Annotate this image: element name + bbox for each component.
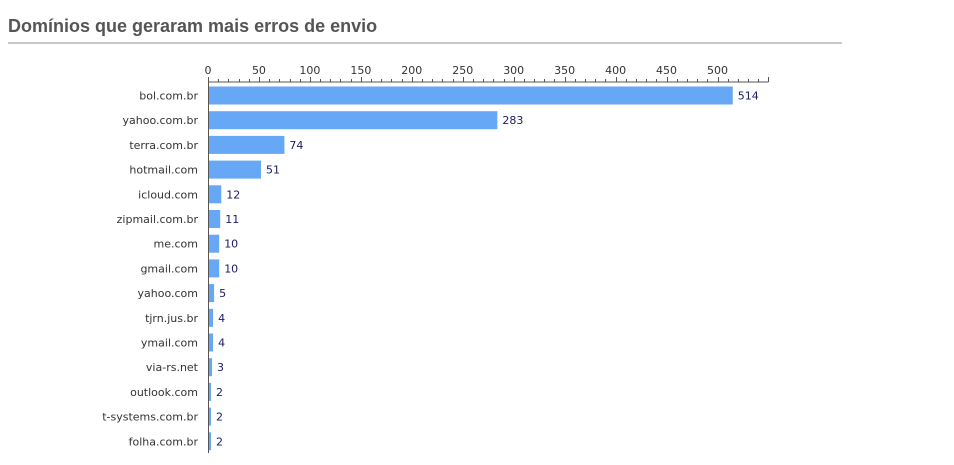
category-label: zipmail.com.br bbox=[117, 213, 199, 226]
data-label: 2 bbox=[216, 411, 223, 424]
data-label: 2 bbox=[216, 435, 223, 448]
x-tick-label: 0 bbox=[205, 64, 212, 77]
bar bbox=[209, 284, 215, 303]
bar bbox=[209, 333, 214, 352]
data-label: 10 bbox=[224, 262, 238, 275]
x-tick-label: 100 bbox=[299, 64, 320, 77]
category-label: yahoo.com.br bbox=[123, 114, 199, 127]
x-tick-label: 200 bbox=[401, 64, 422, 77]
bar bbox=[209, 308, 214, 327]
bar bbox=[209, 358, 213, 377]
x-tick-label: 500 bbox=[707, 64, 728, 77]
bar bbox=[209, 111, 498, 130]
data-label: 2 bbox=[216, 386, 223, 399]
category-label: hotmail.com bbox=[129, 164, 198, 177]
x-tick-label: 350 bbox=[554, 64, 575, 77]
category-label: outlook.com bbox=[130, 386, 198, 399]
data-label: 11 bbox=[225, 213, 239, 226]
x-tick-label: 150 bbox=[350, 64, 371, 77]
data-label: 51 bbox=[266, 164, 280, 177]
page-title: Domínios que geraram mais erros de envio bbox=[8, 16, 378, 36]
data-label: 3 bbox=[217, 361, 224, 374]
x-tick-label: 400 bbox=[605, 64, 626, 77]
category-label: terra.com.br bbox=[129, 139, 198, 152]
bar bbox=[209, 259, 220, 278]
data-label: 4 bbox=[218, 312, 225, 325]
data-label: 4 bbox=[218, 337, 225, 350]
category-label: tjrn.jus.br bbox=[145, 312, 198, 325]
x-tick-label: 50 bbox=[252, 64, 266, 77]
category-label: gmail.com bbox=[140, 262, 198, 275]
category-label: icloud.com bbox=[138, 188, 198, 201]
category-label: t-systems.com.br bbox=[102, 411, 198, 424]
x-tick-label: 250 bbox=[452, 64, 473, 77]
x-tick-label: 450 bbox=[656, 64, 677, 77]
category-label: via-rs.net bbox=[146, 361, 199, 374]
bar bbox=[209, 234, 220, 253]
category-label: ymail.com bbox=[141, 337, 198, 350]
data-label: 5 bbox=[219, 287, 226, 300]
bar bbox=[209, 407, 212, 426]
data-label: 10 bbox=[224, 238, 238, 251]
category-label: bol.com.br bbox=[139, 90, 198, 103]
data-label: 74 bbox=[289, 139, 303, 152]
data-label: 12 bbox=[226, 188, 240, 201]
section-header: Domínios que geraram mais erros de envio bbox=[8, 16, 842, 44]
bar bbox=[209, 210, 221, 228]
x-tick-label: 300 bbox=[503, 64, 524, 77]
bar bbox=[209, 185, 222, 204]
bar bbox=[209, 382, 212, 401]
bar bbox=[209, 432, 212, 451]
data-label: 283 bbox=[502, 114, 523, 127]
data-label: 514 bbox=[738, 90, 759, 103]
bar bbox=[209, 86, 733, 105]
category-label: folha.com.br bbox=[129, 435, 199, 448]
bar bbox=[209, 160, 261, 179]
category-label: me.com bbox=[154, 238, 198, 251]
category-label: yahoo.com bbox=[138, 287, 198, 300]
bar bbox=[209, 135, 285, 154]
